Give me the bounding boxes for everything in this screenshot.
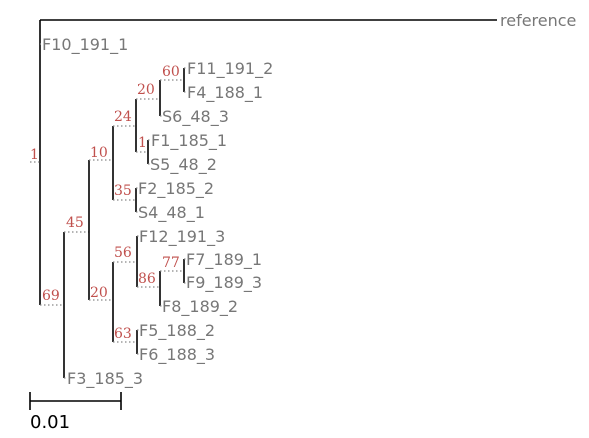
support-value-20b: 20 [90,285,108,301]
node-77: 77 F7_189_1 F9_189_3 [160,250,262,293]
node-24: 24 [113,99,137,152]
leaf-label-f3-185-3: F3_185_3 [67,369,143,389]
support-value-86: 86 [138,271,156,287]
leaf-label-f12-191-3: F12_191_3 [139,227,225,247]
leaf-label-s6-48-3: S6_48_3 [162,107,229,127]
leaf-label-f11-191-2: F11_191_2 [187,59,273,79]
node-86: 86 F8_189_2 [137,271,238,317]
support-value-root: 1 [30,147,39,163]
leaf-label-s4-48-1: S4_48_1 [138,203,205,223]
support-value-56: 56 [114,245,132,261]
support-value-35: 35 [114,183,132,199]
support-value-45: 45 [66,215,84,231]
node-10: 10 [89,126,114,200]
node-45: 45 [64,160,90,300]
support-value-63: 63 [114,326,132,342]
support-value-69: 69 [42,288,60,304]
leaf-label-f5-188-2: F5_188_2 [139,321,215,341]
leaf-label-f9-189-3: F9_189_3 [186,273,262,293]
node-60: 60 F11_191_2 F4_188_1 [160,59,273,103]
support-value-77: 77 [162,255,180,271]
node-63: 63 F5_188_2 F6_188_3 [113,321,215,365]
support-value-10: 10 [90,145,108,161]
node-56: 56 F12_191_3 [113,227,225,287]
support-value-60: 60 [162,64,180,80]
support-value-24: 24 [114,109,132,125]
leaf-label-f10-191-1: F10_191_1 [42,35,128,55]
node-1-inner: 1 F1_185_1 S5_48_2 [136,131,227,175]
leaf-label-f7-189-1: F7_189_1 [186,250,262,270]
node-20-lower: 20 [89,262,114,342]
leaf-label-reference: reference [500,11,576,30]
node-69: 69 F3_185_3 [40,232,143,389]
leaf-label-f4-188-1: F4_188_1 [187,83,263,103]
leaf-label-f8-189-2: F8_189_2 [162,297,238,317]
leaf-label-s5-48-2: S5_48_2 [150,155,217,175]
node-20-upper: 20 S6_48_3 [136,80,229,127]
node-35: 35 F2_185_2 S4_48_1 [113,179,214,223]
leaf-label-f1-185-1: F1_185_1 [151,131,227,151]
scale-bar: 0.01 [29,392,122,433]
support-value-1: 1 [138,135,147,151]
scale-bar-label: 0.01 [30,412,70,433]
support-value-20a: 20 [137,82,155,98]
root-node: 1 reference [30,11,576,305]
leaf-label-f6-188-3: F6_188_3 [139,345,215,365]
leaf-label-f2-185-2: F2_185_2 [138,179,214,199]
